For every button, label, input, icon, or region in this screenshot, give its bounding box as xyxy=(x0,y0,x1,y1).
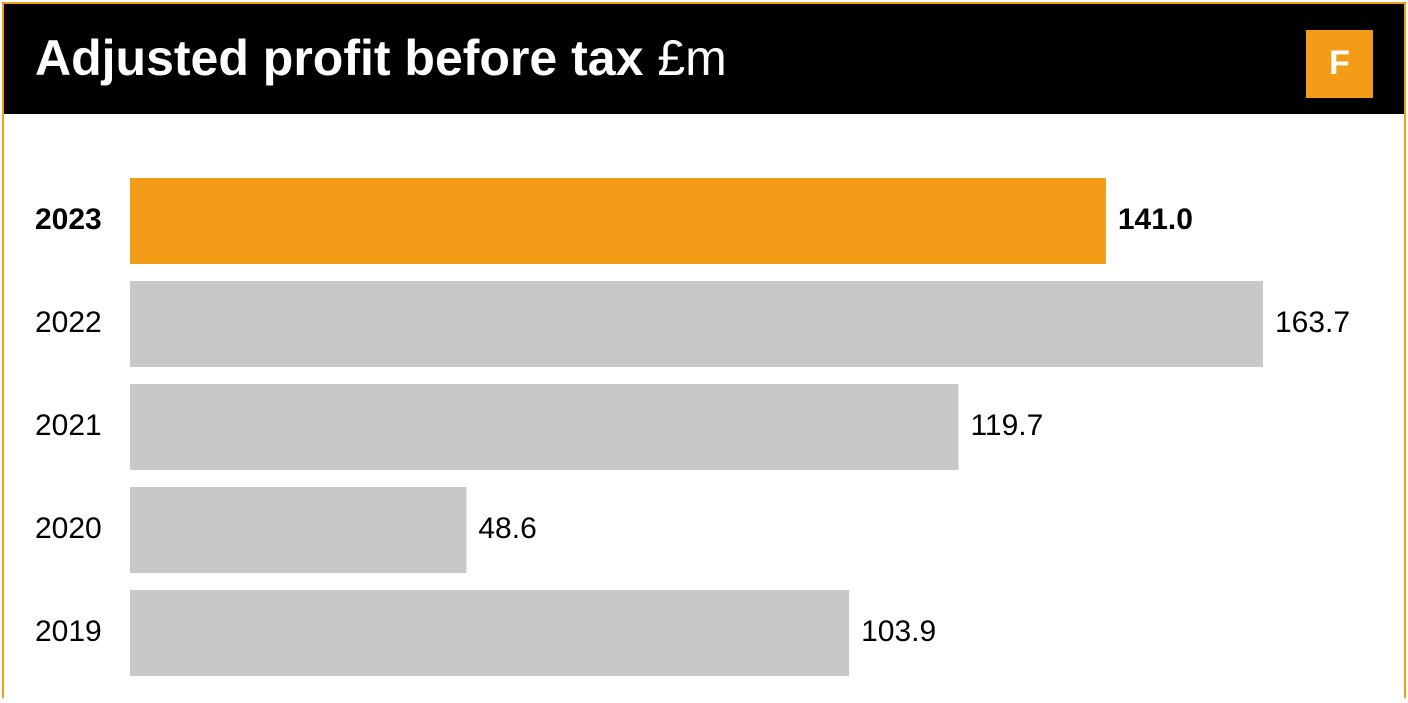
title-main: Adjusted profit before tax xyxy=(35,30,644,86)
badge xyxy=(1306,30,1373,98)
bar xyxy=(130,487,467,573)
title-unit: £m xyxy=(657,30,726,86)
bar xyxy=(130,281,1263,367)
category-label: 2022 xyxy=(35,306,102,339)
bar xyxy=(130,384,959,470)
value-label: 103.9 xyxy=(861,615,936,648)
value-label: 119.7 xyxy=(970,409,1043,442)
category-label: 2020 xyxy=(35,512,102,545)
category-label: 2023 xyxy=(35,203,102,236)
header xyxy=(4,4,1404,114)
category-label: 2021 xyxy=(35,409,102,442)
value-label: 48.6 xyxy=(478,512,536,545)
value-label: 141.0 xyxy=(1118,203,1193,236)
bar xyxy=(130,178,1106,264)
badge-label: F xyxy=(1329,44,1350,82)
bar xyxy=(130,590,850,676)
chart-title: Adjusted profit before tax £m xyxy=(35,30,727,86)
value-label: 163.7 xyxy=(1275,306,1350,339)
category-label: 2019 xyxy=(35,615,102,648)
